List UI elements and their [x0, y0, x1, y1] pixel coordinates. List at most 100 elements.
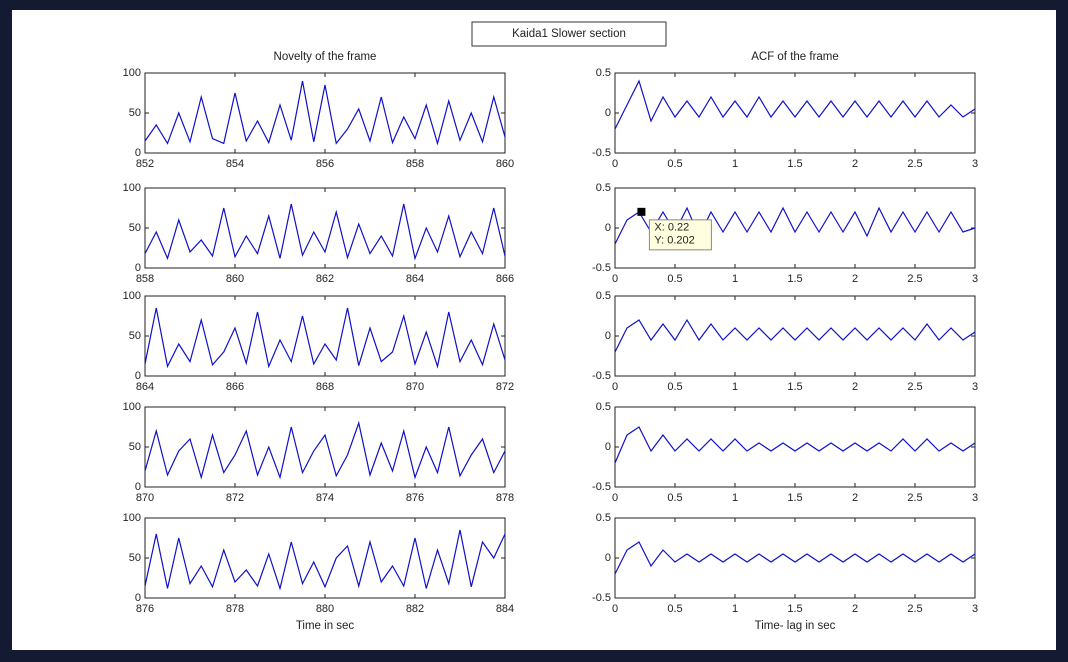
x-tick-label: 0	[612, 603, 618, 615]
axes-box	[144, 295, 506, 377]
figure-title: Kaida1 Slower section	[512, 28, 626, 40]
x-tick-label: 1.5	[787, 158, 802, 170]
x-tick-label: 858	[136, 273, 154, 285]
axes-box	[614, 406, 976, 488]
x-tick-label: 866	[496, 273, 514, 285]
x-tick-label: 864	[136, 381, 154, 393]
x-tick-label: 884	[496, 603, 514, 615]
y-tick-label: 0.5	[596, 401, 611, 413]
x-tick-label: 2.5	[907, 603, 922, 615]
x-tick-label: 854	[226, 158, 244, 170]
data-line	[614, 79, 976, 130]
x-tick-label: 2	[852, 381, 858, 393]
x-tick-label: 2.5	[907, 273, 922, 285]
x-tick-label: 862	[316, 273, 334, 285]
x-tick-label: 856	[316, 158, 334, 170]
x-axis-label: Time in sec	[296, 620, 355, 632]
y-tick-label: 0	[605, 107, 611, 119]
y-tick-label: 0	[135, 262, 141, 274]
x-tick-label: 1	[732, 492, 738, 504]
x-tick-label: 0.5	[667, 603, 682, 615]
axes-box	[144, 406, 506, 488]
x-tick-label: 2	[852, 492, 858, 504]
title-box	[471, 21, 667, 47]
data-line	[144, 203, 506, 261]
y-tick-label: 0	[605, 330, 611, 342]
y-tick-label: 100	[123, 290, 141, 302]
data-line	[144, 420, 506, 480]
x-tick-label: 1.5	[787, 381, 802, 393]
y-tick-label: 50	[129, 107, 141, 119]
data-tip-text: X: 0.22	[654, 222, 689, 234]
x-tick-label: 1.5	[787, 492, 802, 504]
x-tick-label: 0	[612, 381, 618, 393]
y-tick-label: 0	[135, 147, 141, 159]
x-tick-label: 872	[496, 381, 514, 393]
x-tick-label: 876	[136, 603, 154, 615]
data-tip-box	[648, 219, 712, 251]
x-tick-label: 3	[972, 273, 978, 285]
x-tick-label: 878	[496, 492, 514, 504]
data-line	[614, 426, 976, 464]
x-tick-label: 3	[972, 603, 978, 615]
y-tick-label: 0	[135, 592, 141, 604]
x-tick-label: 870	[406, 381, 424, 393]
x-tick-label: 860	[226, 273, 244, 285]
y-tick-label: -0.5	[592, 592, 611, 604]
y-tick-label: 0	[605, 441, 611, 453]
axes-box	[614, 295, 976, 377]
y-tick-label: 50	[129, 222, 141, 234]
x-tick-label: 1	[732, 603, 738, 615]
x-tick-label: 2	[852, 603, 858, 615]
x-tick-label: 852	[136, 158, 154, 170]
x-tick-label: 0	[612, 492, 618, 504]
x-tick-label: 876	[406, 492, 424, 504]
x-tick-label: 1.5	[787, 273, 802, 285]
x-tick-label: 3	[972, 158, 978, 170]
data-tip-text: Y: 0.202	[654, 235, 694, 247]
x-tick-label: 860	[496, 158, 514, 170]
data-line	[614, 318, 976, 353]
x-tick-label: 3	[972, 381, 978, 393]
data-line	[614, 541, 976, 575]
x-tick-label: 0	[612, 158, 618, 170]
y-tick-label: -0.5	[592, 147, 611, 159]
x-tick-label: 878	[226, 603, 244, 615]
y-tick-label: 0	[605, 552, 611, 564]
y-tick-label: 0	[135, 370, 141, 382]
x-tick-label: 2	[852, 273, 858, 285]
y-tick-label: 100	[123, 401, 141, 413]
y-tick-label: -0.5	[592, 370, 611, 382]
x-tick-label: 2.5	[907, 381, 922, 393]
axes-box	[614, 517, 976, 599]
y-tick-label: 0.5	[596, 182, 611, 194]
y-tick-label: 50	[129, 330, 141, 342]
x-tick-label: 3	[972, 492, 978, 504]
x-tick-label: 880	[316, 603, 334, 615]
x-tick-label: 0.5	[667, 158, 682, 170]
x-tick-label: 0.5	[667, 492, 682, 504]
x-tick-label: 0.5	[667, 381, 682, 393]
x-tick-label: 2.5	[907, 158, 922, 170]
x-tick-label: 864	[406, 273, 424, 285]
y-tick-label: 0.5	[596, 290, 611, 302]
y-tick-label: 100	[123, 182, 141, 194]
x-tick-label: 1.5	[787, 603, 802, 615]
x-tick-label: 2	[852, 158, 858, 170]
x-tick-label: 1	[732, 158, 738, 170]
axes-title: Novelty of the frame	[274, 51, 377, 63]
y-tick-label: 0.5	[596, 67, 611, 79]
y-tick-label: 100	[123, 512, 141, 524]
data-line	[144, 529, 506, 591]
x-tick-label: 866	[226, 381, 244, 393]
x-tick-label: 872	[226, 492, 244, 504]
x-tick-label: 2.5	[907, 492, 922, 504]
x-tick-label: 868	[316, 381, 334, 393]
y-tick-label: 0.5	[596, 512, 611, 524]
x-tick-label: 874	[316, 492, 334, 504]
x-tick-label: 0	[612, 273, 618, 285]
data-tip-marker	[637, 207, 646, 216]
y-tick-label: 0	[135, 481, 141, 493]
x-tick-label: 1	[732, 381, 738, 393]
y-tick-label: 0	[605, 222, 611, 234]
